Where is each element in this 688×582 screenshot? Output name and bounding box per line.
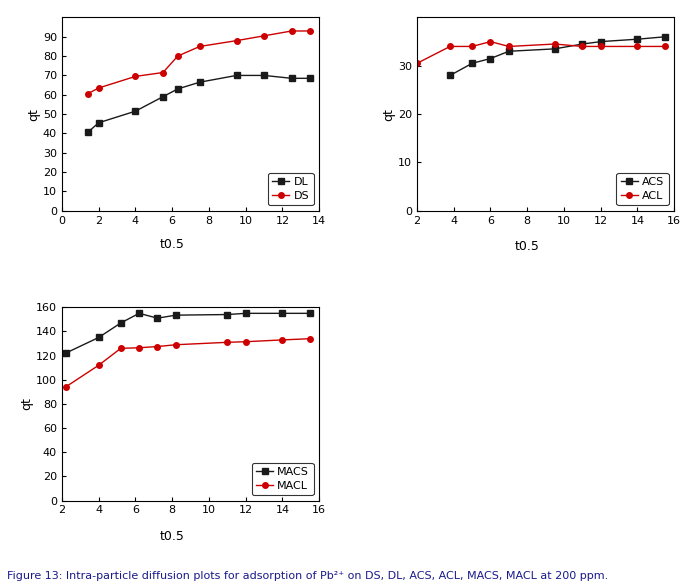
ACL (596, 43, 605, 50)
MACS (153, 315, 162, 322)
DL (306, 75, 314, 82)
DS (173, 52, 182, 59)
ACL (661, 43, 669, 50)
MACL (135, 345, 143, 352)
ACL (505, 43, 513, 50)
Y-axis label: qt: qt (383, 108, 395, 120)
DL (260, 72, 268, 79)
MACL (153, 343, 162, 350)
ACL (486, 38, 495, 45)
ACL (446, 43, 454, 50)
DS (288, 27, 296, 34)
ACL (550, 41, 559, 48)
DL (94, 119, 103, 126)
DL (288, 75, 296, 82)
DL (83, 129, 92, 136)
DS (260, 33, 268, 40)
DL (233, 72, 241, 79)
ACL (468, 43, 476, 50)
MACS (241, 310, 250, 317)
Line: DL: DL (85, 73, 313, 135)
MACS (223, 311, 231, 318)
DS (306, 27, 314, 34)
MACL (61, 384, 69, 391)
DL (173, 86, 182, 93)
MACS (116, 320, 125, 327)
Line: MACS: MACS (63, 311, 313, 356)
MACL (241, 338, 250, 345)
ACS (596, 38, 605, 45)
ACL (634, 43, 642, 50)
DS (83, 90, 92, 97)
Y-axis label: qt: qt (27, 108, 40, 120)
Line: ACL: ACL (414, 39, 668, 66)
MACS (135, 310, 143, 317)
MACS (172, 311, 180, 318)
Line: ACS: ACS (447, 34, 668, 78)
ACS (661, 33, 669, 40)
DL (195, 79, 204, 86)
ACS (505, 48, 513, 55)
ACS (446, 72, 454, 79)
Line: MACL: MACL (63, 336, 313, 390)
DL (159, 93, 167, 100)
Y-axis label: qt: qt (20, 398, 33, 410)
Legend: ACS, ACL: ACS, ACL (616, 173, 669, 205)
MACS (94, 334, 103, 341)
MACS (279, 310, 287, 317)
MACL (172, 341, 180, 348)
ACL (578, 43, 586, 50)
MACL (223, 339, 231, 346)
DS (94, 84, 103, 91)
DS (195, 43, 204, 50)
Legend: MACS, MACL: MACS, MACL (252, 463, 314, 495)
ACS (550, 45, 559, 52)
ACS (634, 36, 642, 42)
DL (131, 108, 140, 115)
Text: t0.5: t0.5 (515, 240, 539, 253)
Text: t0.5: t0.5 (160, 530, 184, 542)
Legend: DL, DS: DL, DS (268, 173, 314, 205)
ACS (578, 41, 586, 48)
MACL (94, 362, 103, 369)
Text: t0.5: t0.5 (160, 237, 184, 251)
DS (159, 69, 167, 76)
MACS (61, 350, 69, 357)
DS (233, 37, 241, 44)
MACL (279, 336, 287, 343)
MACL (116, 345, 125, 352)
DS (131, 73, 140, 80)
MACS (306, 310, 314, 317)
ACS (468, 60, 476, 67)
Text: Figure 13: Intra-particle diffusion plots for adsorption of Pb²⁺ on DS, DL, ACS,: Figure 13: Intra-particle diffusion plot… (7, 571, 608, 581)
MACL (306, 335, 314, 342)
ACS (486, 55, 495, 62)
ACL (413, 60, 421, 67)
Line: DS: DS (85, 28, 313, 97)
